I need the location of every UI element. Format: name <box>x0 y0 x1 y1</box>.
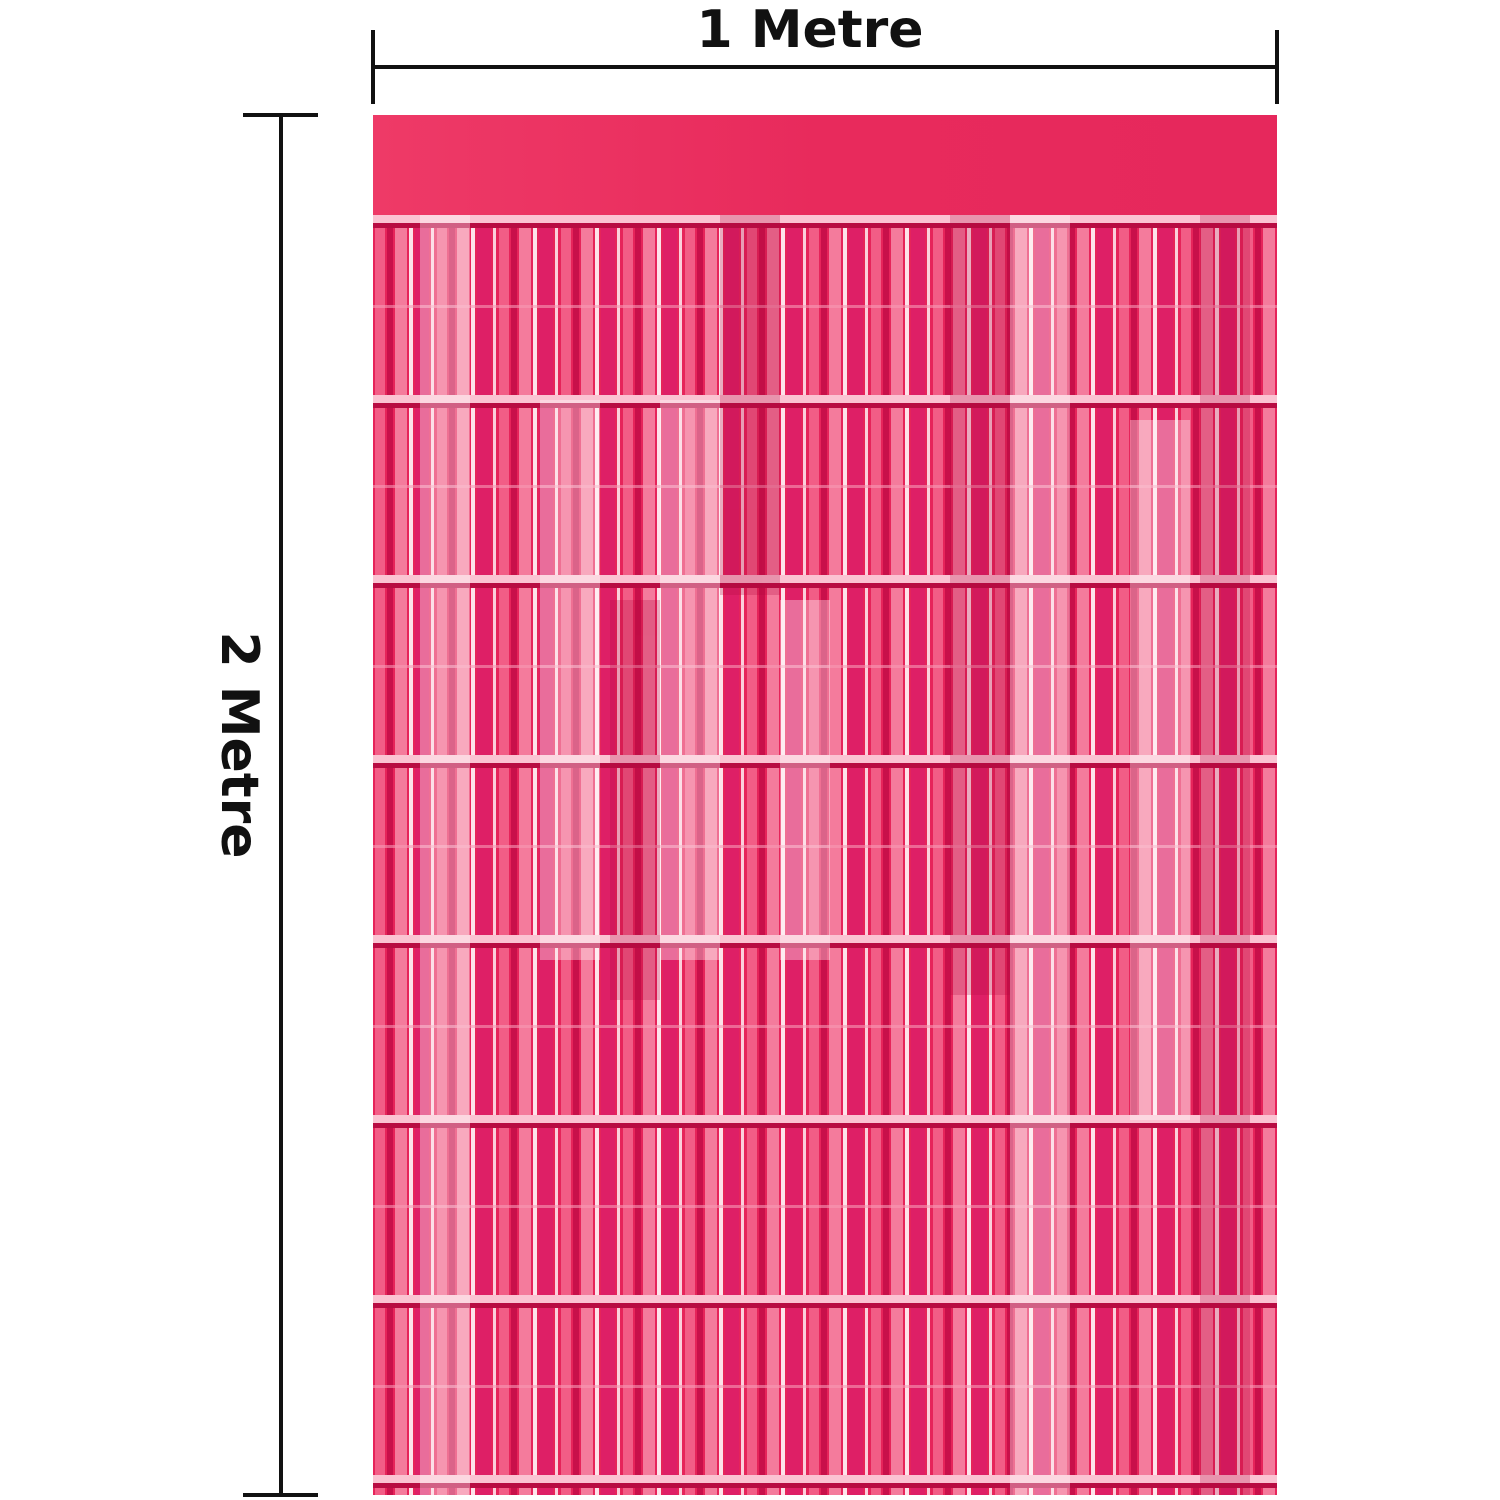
foil-curtain <box>373 115 1277 1495</box>
width-label: 1 Metre <box>696 0 923 60</box>
shadows <box>610 215 1250 1495</box>
curtain-header <box>373 115 1277 215</box>
curtain-strips <box>373 215 1277 1495</box>
height-label: 2 Metre <box>209 631 269 858</box>
highlights <box>420 215 1190 1495</box>
